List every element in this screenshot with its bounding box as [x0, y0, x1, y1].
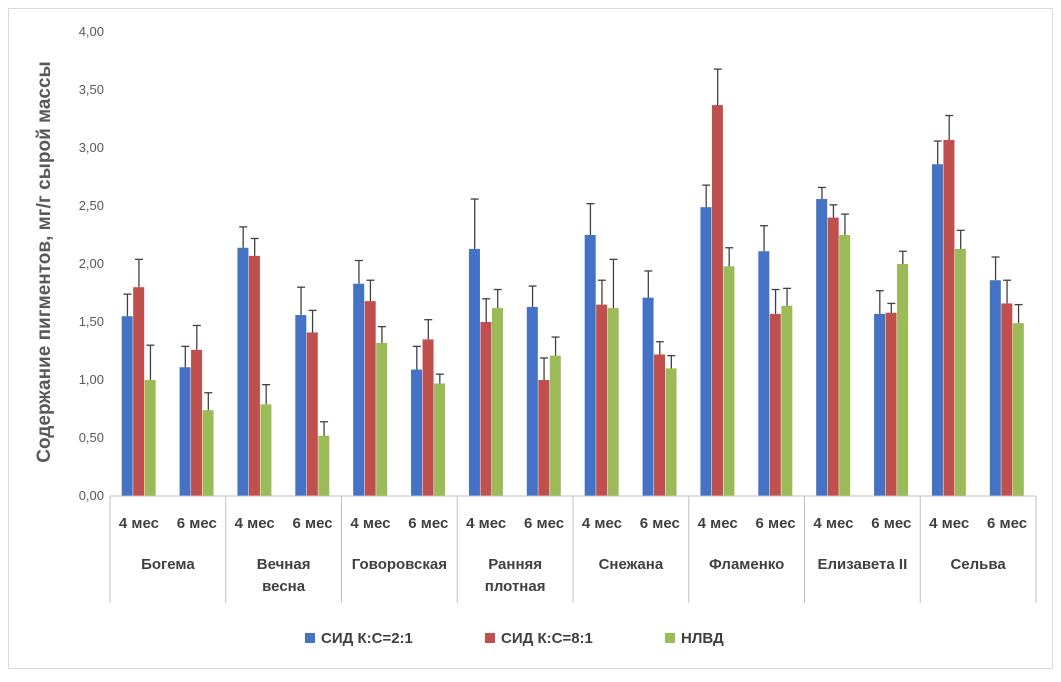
- bar: [665, 368, 677, 496]
- sub-category-label: 4 мес: [813, 515, 853, 532]
- sub-category-label: 6 мес: [524, 515, 564, 532]
- bar: [318, 435, 330, 496]
- bar: [931, 164, 943, 497]
- bar: [607, 308, 619, 496]
- bar: [1012, 323, 1024, 496]
- group-label: Богема: [141, 556, 195, 573]
- bar: [943, 139, 955, 496]
- legend-label: НЛВД: [681, 630, 724, 647]
- bar: [897, 264, 909, 496]
- group-label: Вечная: [257, 556, 311, 573]
- bar: [133, 287, 145, 496]
- bar: [596, 304, 608, 496]
- bar: [353, 283, 365, 496]
- bar: [954, 248, 966, 496]
- bar: [364, 301, 376, 496]
- bar: [538, 380, 550, 496]
- sub-category-label: 4 мес: [235, 515, 275, 532]
- bar: [874, 313, 886, 496]
- y-ticks: 0,00 0,50 1,00 1,50 2,00 2,50 3,00 3,50 4,00: [79, 24, 104, 503]
- group-label: Фламенко: [709, 556, 784, 573]
- sub-category-label: 4 мес: [466, 515, 506, 532]
- group-label: Сельва: [950, 556, 1006, 573]
- legend: СИД К:С=2:1 СИД К:С=8:1 НЛВД: [305, 630, 724, 647]
- y-tick-label: 1,00: [79, 372, 104, 387]
- bar: [411, 369, 423, 496]
- sub-category-label: 6 мес: [640, 515, 680, 532]
- bar: [781, 305, 793, 496]
- bar: [237, 247, 249, 496]
- sub-category-label: 6 мес: [408, 515, 448, 532]
- x-axis: 4 мес 6 мес 4 мес 6 мес 4 мес 6 мес 4 мес 6 мес…: [109, 495, 1037, 603]
- group-label: Снежана: [599, 556, 664, 573]
- sub-category-label: 4 мес: [350, 515, 390, 532]
- y-tick-label: 0,50: [79, 430, 104, 445]
- bars: [121, 68, 1024, 497]
- bar: [376, 342, 388, 496]
- y-tick-label: 2,50: [79, 198, 104, 213]
- group-label: Ранняя: [488, 556, 542, 573]
- bar: [306, 332, 318, 496]
- sub-category-label: 4 мес: [119, 515, 159, 532]
- bar: [816, 199, 828, 497]
- sub-category-label: 4 мес: [929, 515, 969, 532]
- bar: [422, 339, 434, 496]
- bar: [191, 349, 203, 496]
- bar: [491, 308, 503, 496]
- sub-category-label: 6 мес: [871, 515, 911, 532]
- legend-swatch: [665, 633, 675, 643]
- bar: [202, 410, 214, 496]
- legend-label: СИД К:С=8:1: [501, 630, 593, 647]
- y-tick-label: 4,00: [79, 24, 104, 39]
- bar: [468, 248, 480, 496]
- bar: [839, 235, 851, 496]
- legend-label: СИД К:С=2:1: [321, 630, 413, 647]
- bar: [989, 280, 1001, 496]
- group-label: плотная: [485, 578, 546, 595]
- y-axis-title: Содержание пигментов, мг/г сырой массы: [34, 61, 55, 463]
- bar: [248, 255, 260, 496]
- bar: [769, 313, 781, 496]
- sub-category-label: 4 мес: [582, 515, 622, 532]
- bar: [480, 322, 492, 496]
- legend-swatch: [305, 633, 315, 643]
- group-label: весна: [262, 578, 306, 595]
- group-label: Говоровская: [352, 556, 447, 573]
- bar: [121, 316, 133, 496]
- bar: [179, 367, 191, 496]
- bar: [260, 404, 272, 496]
- bar: [434, 383, 446, 496]
- bar: [144, 380, 156, 496]
- bar: [885, 312, 897, 496]
- bar: [584, 235, 596, 496]
- bar: [827, 217, 839, 496]
- bar: [526, 306, 538, 496]
- bar: [758, 251, 770, 496]
- bar: [711, 105, 723, 496]
- bar: [642, 297, 654, 496]
- bar: [1001, 303, 1013, 496]
- bar: [295, 315, 307, 496]
- y-tick-label: 3,00: [79, 140, 104, 155]
- sub-category-label: 6 мес: [987, 515, 1027, 532]
- sub-category-label: 6 мес: [293, 515, 333, 532]
- bar: [654, 354, 666, 496]
- y-tick-label: 2,00: [79, 256, 104, 271]
- y-tick-label: 1,50: [79, 314, 104, 329]
- sub-category-label: 4 мес: [698, 515, 738, 532]
- y-tick-label: 3,50: [79, 82, 104, 97]
- sub-category-label: 6 мес: [756, 515, 796, 532]
- bar: [723, 266, 735, 496]
- group-label: Елизавета II: [818, 556, 908, 573]
- legend-swatch: [485, 633, 495, 643]
- y-tick-label: 0,00: [79, 488, 104, 503]
- bar: [549, 355, 561, 496]
- bar: [700, 207, 712, 496]
- sub-category-label: 6 мес: [177, 515, 217, 532]
